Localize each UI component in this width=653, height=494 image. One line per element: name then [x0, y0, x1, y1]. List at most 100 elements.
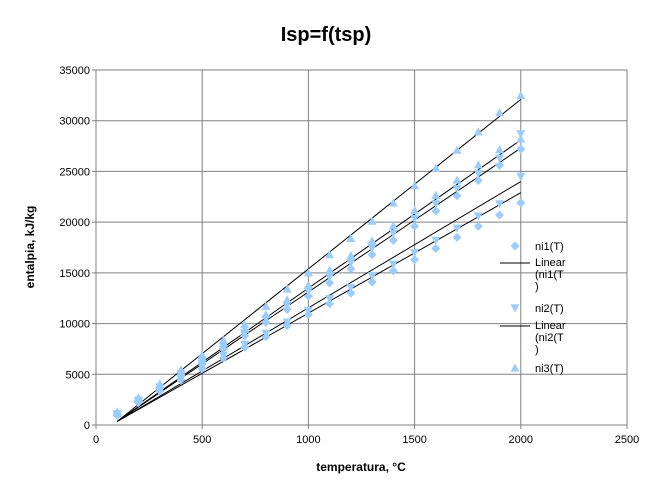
y-tick-label: 35000 — [59, 65, 90, 77]
legend-label: ) — [535, 344, 539, 356]
legend-marker-swatch — [510, 304, 520, 313]
legend-label: ni1(T) — [535, 241, 564, 253]
data-point-triangle-down — [367, 272, 377, 281]
data-point-triangle-down — [495, 154, 505, 163]
x-tick-label: 2500 — [615, 434, 639, 446]
legend-marker-swatch — [510, 241, 520, 251]
y-tick-label: 30000 — [59, 116, 90, 128]
data-point-triangle-down — [240, 340, 250, 349]
data-point-diamond — [325, 278, 335, 288]
legend: ni1(T)Linear(ni1(T)ni2(T)Linear(ni2(T)ni… — [500, 241, 566, 375]
data-point-triangle-down — [495, 200, 505, 209]
data-point-triangle-up — [155, 380, 165, 390]
data-point-triangle-up — [473, 127, 483, 136]
data-point-diamond — [516, 198, 526, 208]
data-point-diamond — [388, 235, 398, 245]
data-point-triangle-down — [388, 260, 398, 269]
data-point-triangle-down — [516, 172, 526, 181]
plot-area — [95, 69, 628, 426]
data-point-triangle-up — [346, 233, 356, 242]
data-point-triangle-up — [218, 338, 228, 347]
data-point-triangle-down — [282, 301, 292, 310]
data-point-triangle-down — [218, 351, 228, 361]
data-point-triangle-up — [261, 301, 271, 310]
legend-marker-swatch — [510, 363, 520, 372]
data-point-diamond — [495, 210, 505, 220]
data-point-triangle-up — [112, 408, 122, 417]
data-point-triangle-up — [133, 394, 143, 403]
data-point-diamond — [452, 191, 462, 201]
x-tick-label: 0 — [93, 434, 99, 446]
data-point-diamond — [367, 277, 377, 287]
data-point-triangle-up — [410, 181, 420, 190]
x-tick-label: 500 — [193, 434, 211, 446]
data-point-triangle-down — [325, 295, 335, 304]
data-point-diamond — [346, 288, 356, 298]
x-tick-label: 1000 — [296, 434, 320, 446]
data-point-triangle-down — [282, 318, 292, 327]
data-point-diamond — [410, 221, 420, 231]
data-point-triangle-down — [410, 214, 420, 224]
legend-label: ni3(T) — [535, 363, 564, 375]
data-point-triangle-down — [197, 363, 207, 372]
data-point-triangle-down — [431, 236, 441, 245]
data-point-triangle-up — [303, 280, 313, 289]
data-point-diamond — [431, 244, 441, 254]
data-point-diamond — [303, 291, 313, 301]
data-point-triangle-up — [516, 134, 526, 143]
data-point-triangle-down — [388, 229, 398, 238]
data-point-triangle-down — [431, 200, 441, 209]
data-point-diamond — [431, 206, 441, 216]
x-tick-label: 2000 — [509, 434, 533, 446]
data-point-triangle-up — [516, 90, 526, 99]
data-point-triangle-up — [346, 251, 356, 260]
data-point-triangle-up — [367, 236, 377, 245]
data-point-triangle-down — [346, 259, 356, 268]
data-point-triangle-up — [388, 221, 398, 230]
x-tick-label: 1500 — [402, 434, 426, 446]
data-point-triangle-up — [240, 320, 250, 329]
legend-label: (ni2(T — [535, 332, 564, 344]
data-point-triangle-up — [197, 353, 207, 362]
data-point-triangle-up — [473, 160, 483, 169]
data-point-triangle-down — [367, 244, 377, 253]
legend-label: ) — [535, 281, 539, 293]
legend-label: (ni1(T — [535, 269, 564, 281]
data-point-triangle-up — [303, 268, 313, 277]
data-point-triangle-down — [516, 130, 526, 139]
data-point-triangle-up — [452, 175, 462, 184]
data-point-triangle-down — [346, 283, 356, 293]
legend-label: ni2(T) — [535, 303, 564, 315]
data-point-triangle-up — [410, 205, 420, 215]
legend-label: Linear — [535, 320, 566, 332]
data-point-triangle-up — [495, 108, 505, 117]
data-point-diamond — [367, 250, 377, 260]
y-tick-label: 25000 — [59, 166, 90, 178]
y-tick-label: 0 — [84, 420, 90, 432]
trendline — [116, 181, 522, 422]
data-point-triangle-down — [325, 273, 335, 282]
axes: 0 500 1000 1500 2000 250005000100001500020000… — [59, 65, 639, 446]
data-point-diamond — [495, 160, 505, 170]
data-point-triangle-up — [431, 163, 441, 172]
legend-label: Linear — [535, 257, 566, 269]
data-point-diamond — [473, 176, 483, 186]
y-tick-label: 15000 — [59, 268, 90, 280]
data-point-diamond — [388, 266, 398, 276]
data-point-triangle-up — [388, 198, 398, 207]
data-point-triangle-up — [325, 250, 335, 259]
data-point-triangle-down — [261, 329, 271, 338]
data-point-triangle-up — [452, 145, 462, 154]
y-tick-label: 20000 — [59, 217, 90, 229]
data-point-triangle-down — [303, 306, 313, 315]
data-point-triangle-down — [303, 287, 313, 296]
data-point-diamond — [473, 221, 483, 231]
data-point-diamond — [452, 232, 462, 242]
data-point-triangle-up — [325, 265, 335, 274]
y-tick-label: 10000 — [59, 319, 90, 331]
trendline — [116, 192, 522, 422]
data-point-triangle-down — [473, 212, 483, 221]
data-point-triangle-up — [282, 295, 292, 304]
data-point-diamond — [516, 144, 526, 154]
y-axis-title: entalpia, kJ/kg — [23, 206, 37, 289]
